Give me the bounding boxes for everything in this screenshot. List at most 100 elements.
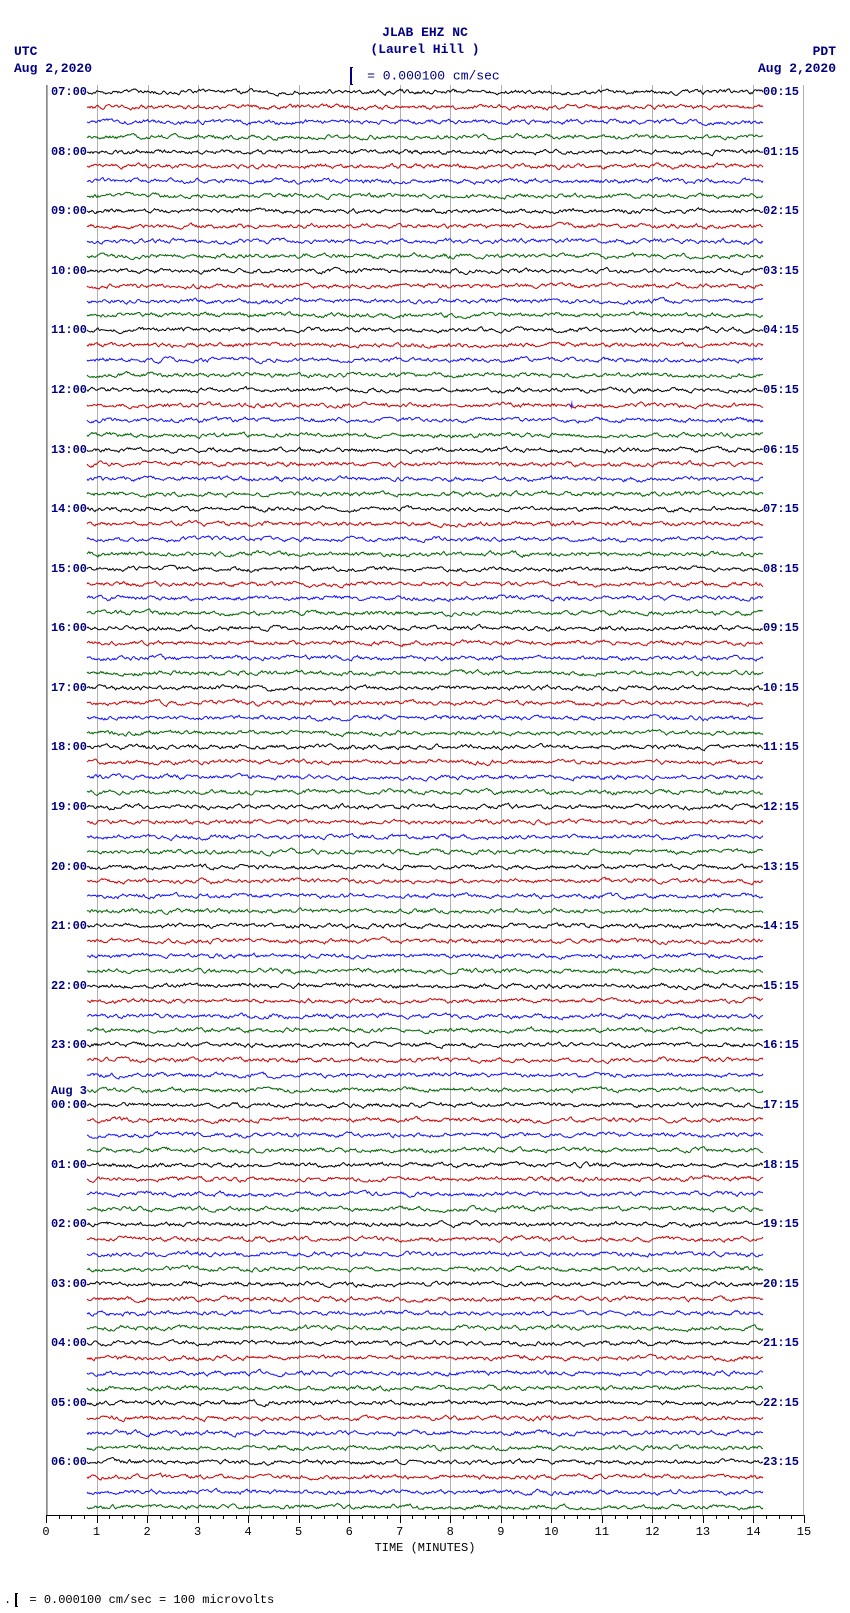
utc-hour-label: 11:00: [49, 323, 87, 337]
seismic-trace: [87, 1202, 763, 1216]
trace-row: [47, 1068, 803, 1082]
trace-row: [47, 1009, 803, 1023]
x-tick-label: 10: [544, 1525, 558, 1539]
local-hour-label: 12:15: [763, 800, 801, 814]
seismic-trace: [87, 1500, 763, 1514]
x-tick-label: 14: [746, 1525, 760, 1539]
seismic-trace: [87, 249, 763, 263]
utc-hour-label: 01:00: [49, 1158, 87, 1172]
seismic-trace: [87, 234, 763, 248]
utc-hour-label: 13:00: [49, 443, 87, 457]
utc-hour-label: 09:00: [49, 204, 87, 218]
seismic-trace: [87, 457, 763, 471]
local-hour-label: 06:15: [763, 443, 801, 457]
seismic-trace: [87, 651, 763, 665]
trace-row: [47, 845, 803, 859]
seismic-trace: [87, 368, 763, 382]
trace-row: [47, 219, 803, 233]
utc-hour-label: 15:00: [49, 562, 87, 576]
footer-scale-bar-icon: [15, 1593, 18, 1607]
seismic-trace: [87, 696, 763, 710]
x-tick-label: 3: [194, 1525, 201, 1539]
seismic-trace: [87, 413, 763, 427]
x-tick-label: 1: [93, 1525, 100, 1539]
trace-row: [47, 368, 803, 382]
seismic-trace: [87, 845, 763, 859]
seismic-trace: [87, 279, 763, 293]
seismic-trace: [87, 443, 763, 457]
seismic-trace: [87, 532, 763, 546]
trace-row: 08:0001:15: [47, 145, 803, 159]
trace-row: [47, 1351, 803, 1365]
seismic-trace: [87, 174, 763, 188]
trace-row: 23:0016:15: [47, 1038, 803, 1052]
trace-row: [47, 1485, 803, 1499]
seismic-trace: [87, 711, 763, 725]
local-hour-label: 04:15: [763, 323, 801, 337]
trace-row: 19:0012:15: [47, 800, 803, 814]
trace-row: 09:00 02:15: [47, 204, 803, 218]
seismic-trace: [87, 830, 763, 844]
timezone-left: UTC Aug 2,2020: [14, 44, 92, 78]
trace-row: [47, 711, 803, 725]
utc-hour-label: 22:00: [49, 979, 87, 993]
trace-row: [47, 1023, 803, 1037]
local-hour-label: 15:15: [763, 979, 801, 993]
trace-row: [47, 1366, 803, 1380]
trace-row: [47, 547, 803, 561]
x-tick-label: 7: [396, 1525, 403, 1539]
trace-row: [47, 1262, 803, 1276]
trace-row: 16:0009:15: [47, 621, 803, 635]
seismic-trace: [87, 934, 763, 948]
seismic-trace: [87, 547, 763, 561]
trace-row: 22:00 15:15: [47, 979, 803, 993]
x-tick-label: 15: [797, 1525, 811, 1539]
seismic-trace: [87, 919, 763, 933]
seismic-trace: [87, 949, 763, 963]
trace-row: 05:0022:15: [47, 1396, 803, 1410]
trace-row: [47, 1306, 803, 1320]
trace-row: [47, 1500, 803, 1514]
seismic-trace: [87, 785, 763, 799]
trace-row: [47, 636, 803, 650]
x-axis-labels: TIME (MINUTES) 0123456789101112131415: [46, 1525, 804, 1545]
seismic-trace: [87, 1143, 763, 1157]
seismic-trace: [87, 1336, 763, 1350]
local-hour-label: 02:15: [763, 204, 801, 218]
x-tick-label: 13: [696, 1525, 710, 1539]
local-hour-label: 11:15: [763, 740, 801, 754]
local-hour-label: 16:15: [763, 1038, 801, 1052]
seismic-trace: [87, 726, 763, 740]
trace-row: [47, 517, 803, 531]
trace-row: 04:0021:15: [47, 1336, 803, 1350]
local-hour-label: 09:15: [763, 621, 801, 635]
local-hour-label: 00:15: [763, 85, 801, 99]
trace-row: 17:0010:15: [47, 681, 803, 695]
seismic-trace: [87, 159, 763, 173]
trace-row: [47, 1426, 803, 1440]
x-tick-label: 2: [143, 1525, 150, 1539]
seismic-trace: [87, 130, 763, 144]
x-axis-title: TIME (MINUTES): [46, 1541, 804, 1555]
seismic-trace: [87, 1158, 763, 1172]
utc-hour-label: 21:00: [49, 919, 87, 933]
seismic-trace: [87, 1068, 763, 1082]
seismic-trace: [87, 770, 763, 784]
seismic-trace: [87, 860, 763, 874]
seismic-trace: [87, 1277, 763, 1291]
local-hour-label: 22:15: [763, 1396, 801, 1410]
x-tick-label: 12: [645, 1525, 659, 1539]
local-hour-label: 17:15: [763, 1098, 801, 1112]
trace-row: [47, 413, 803, 427]
trace-row: [47, 889, 803, 903]
trace-row: [47, 651, 803, 665]
seismic-trace: [87, 1485, 763, 1499]
trace-row: [47, 666, 803, 680]
trace-row: [47, 949, 803, 963]
x-tick-label: 5: [295, 1525, 302, 1539]
seismic-trace: [87, 1083, 763, 1097]
trace-row: [47, 994, 803, 1008]
local-hour-label: 01:15: [763, 145, 801, 159]
trace-row: [47, 457, 803, 471]
seismic-trace: [87, 874, 763, 888]
